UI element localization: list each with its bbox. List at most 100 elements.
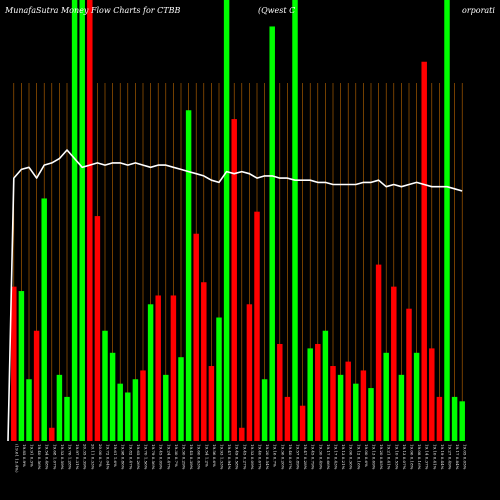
x-tick-label: 19.13 0.69% (372, 444, 377, 470)
x-tick-label: (19.61 13.4%) (14, 444, 19, 473)
money-flow-bar (132, 379, 139, 441)
x-tick-label: 19.10 0.41% (432, 444, 437, 470)
x-tick-label: 19.53 0.59% (60, 444, 65, 470)
x-tick-label: 19.45 0.09% (159, 444, 164, 470)
x-tick-label: 19.70 1.56% (144, 444, 149, 470)
money-flow-bar (246, 304, 253, 441)
money-flow-bar (49, 427, 55, 441)
money-flow-bar (284, 396, 291, 441)
x-tick-label: 19.17 0.66% (326, 444, 331, 470)
money-flow-bar (71, 0, 78, 441)
money-flow-bar (26, 379, 32, 441)
money-flow-bar (299, 405, 306, 441)
money-flow-bar (261, 379, 268, 441)
x-tick-label: 19.21 0.41% (387, 444, 392, 470)
money-flow-bar (216, 317, 222, 441)
x-tick-label: 19.97 0.31% (75, 444, 80, 470)
money-flow-bar (254, 211, 260, 441)
money-flow-bar (79, 0, 85, 441)
money-flow-bar (322, 330, 329, 441)
money-flow-bar (398, 374, 405, 441)
tick-layer: (19.61 13.4%) 19.85 0.9% 19.91 0.3% 19.40 0… (14, 444, 467, 473)
money-flow-bar (11, 286, 17, 441)
x-tick-label: 19.30 0.7% (174, 444, 179, 467)
money-flow-bar (406, 308, 412, 441)
money-flow-bar (140, 370, 146, 441)
x-tick-label: 19.49 0.58% (235, 444, 240, 470)
x-tick-label: 19.05 0.05% (463, 444, 468, 470)
x-tick-label: 19.93 1.33% (220, 444, 225, 470)
money-flow-bar (223, 0, 230, 441)
x-tick-label: 20.35 0.39% (83, 444, 88, 470)
money-flow-bar (193, 233, 199, 441)
x-tick-label: 19.40 0.56% (37, 444, 42, 470)
money-flow-bar (147, 304, 154, 441)
chart-title-middle: (Qwest C (258, 6, 295, 15)
money-flow-bar (375, 264, 382, 441)
x-tick-label: 19.40 0.67% (258, 444, 263, 470)
x-tick-label: 19.54 1.2% (204, 444, 209, 467)
x-tick-label: 19.30 0.29% (182, 444, 187, 470)
money-flow-bar (18, 291, 25, 441)
x-tick-label: 19.98 0.86% (121, 444, 126, 470)
money-flow-bar (170, 295, 177, 441)
money-flow-bar (109, 352, 116, 441)
x-tick-label: 19.72 0.04% (106, 444, 111, 470)
money-flow-bar (459, 401, 465, 441)
money-flow-bar (307, 348, 313, 441)
x-tick-label: 19.85 0.9% (22, 444, 27, 467)
x-tick-label: 20.00 0.7% (98, 444, 103, 467)
chart-title-left: MunafaSutra Money Flow Charts for CTBB (4, 6, 180, 15)
money-flow-bar (87, 0, 93, 441)
money-flow-bar (413, 352, 420, 441)
x-tick-label: 19.30 0.49% (318, 444, 323, 470)
money-flow-bar (330, 366, 336, 441)
money-flow-bar (345, 361, 351, 441)
x-tick-label: 19.40 0.07% (288, 444, 293, 470)
money-flow-bar (41, 198, 47, 441)
money-flow-bar (56, 374, 63, 441)
money-flow-bar (337, 374, 344, 441)
x-tick-label: 19.79 0.56% (151, 444, 156, 470)
x-tick-label: 19.10 0.55% (394, 444, 399, 470)
x-tick-label: 19.19 0.44% (440, 444, 445, 470)
x-tick-label: 19.60 0.63% (197, 444, 202, 470)
x-tick-label: 19.17 0.43% (334, 444, 339, 470)
x-tick-label: 19.47 0.28% (303, 444, 308, 470)
money-flow-bar (231, 119, 237, 441)
x-tick-label: 19.27 0.49% (448, 444, 453, 470)
money-flow-bar (353, 383, 359, 441)
price-line (7, 149, 463, 442)
money-flow-bar (155, 295, 161, 441)
money-flow-bar (208, 366, 215, 441)
money-flow-bar (429, 348, 435, 441)
x-tick-label: 19.12 0.16% (356, 444, 361, 470)
line-layer (7, 149, 463, 442)
money-flow-bar (64, 396, 70, 441)
money-flow-bar (360, 370, 367, 441)
money-flow-bar (163, 374, 169, 441)
money-flow-bar (185, 110, 192, 441)
x-tick-label: 19.61 1.6% (113, 444, 118, 467)
money-flow-bar (117, 383, 123, 441)
money-flow-bar (391, 286, 397, 441)
x-tick-label: 20.11 0.33% (90, 444, 95, 470)
money-flow-bar (239, 427, 245, 441)
money-flow-bar (94, 216, 101, 441)
x-tick-label: 19.82 0.47% (128, 444, 133, 470)
money-flow-bar (383, 352, 389, 441)
x-tick-label: 19.45 0.79% (311, 444, 316, 470)
bar-layer (11, 0, 465, 442)
money-flow-bar (436, 396, 443, 441)
money-flow-bar (421, 61, 427, 442)
money-flow-bar (277, 343, 283, 441)
x-tick-label: 19.45 0.39% (189, 444, 194, 470)
x-tick-label: 19.24 0.47% (166, 444, 171, 470)
x-tick-label: 19.06 0.18% (410, 444, 415, 470)
x-tick-label: 19.57 0.89% (296, 444, 301, 470)
x-tick-label: 19.65 0.26% (136, 444, 141, 470)
x-tick-label: 19.47 0.94% (227, 444, 232, 470)
x-tick-label: 19.45 0.27% (242, 444, 247, 470)
